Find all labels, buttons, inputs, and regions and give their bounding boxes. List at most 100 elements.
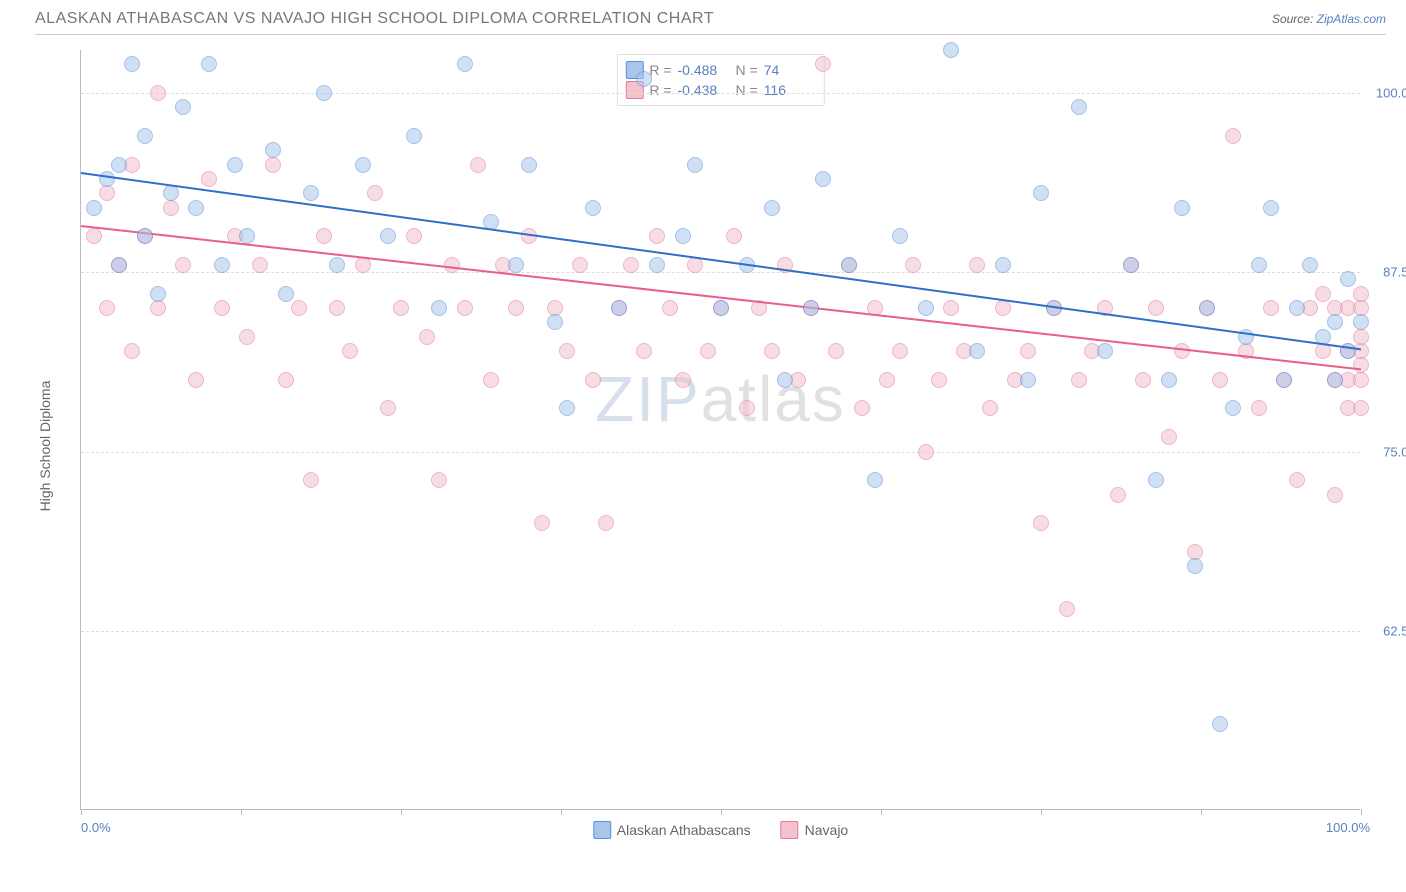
data-point — [623, 257, 639, 273]
data-point — [1263, 200, 1279, 216]
data-point — [521, 157, 537, 173]
data-point — [150, 286, 166, 302]
data-point — [1059, 601, 1075, 617]
data-point — [1161, 429, 1177, 445]
data-point — [137, 228, 153, 244]
source-attribution: Source: ZipAtlas.com — [1272, 12, 1386, 26]
data-point — [1110, 487, 1126, 503]
data-point — [380, 400, 396, 416]
data-point — [1327, 372, 1343, 388]
data-point — [649, 228, 665, 244]
n-label: N = — [736, 82, 758, 98]
gridline — [81, 272, 1360, 273]
data-point — [1033, 515, 1049, 531]
data-point — [1020, 372, 1036, 388]
data-point — [1353, 329, 1369, 345]
data-point — [406, 228, 422, 244]
data-point — [86, 228, 102, 244]
x-axis-min-label: 0.0% — [81, 820, 111, 835]
data-point — [175, 257, 191, 273]
data-point — [803, 300, 819, 316]
data-point — [777, 372, 793, 388]
data-point — [316, 85, 332, 101]
data-point — [111, 157, 127, 173]
data-point — [905, 257, 921, 273]
y-tick-label: 87.5% — [1383, 265, 1406, 280]
stats-row-series-0: R = -0.488 N = 74 — [625, 61, 815, 79]
data-point — [995, 300, 1011, 316]
data-point — [342, 343, 358, 359]
x-tick — [881, 809, 882, 815]
data-point — [815, 56, 831, 72]
data-point — [918, 300, 934, 316]
gridline — [81, 631, 1360, 632]
data-point — [367, 185, 383, 201]
data-point — [969, 257, 985, 273]
x-tick — [721, 809, 722, 815]
trend-line — [81, 225, 1361, 370]
data-point — [1276, 372, 1292, 388]
data-point — [214, 300, 230, 316]
data-point — [214, 257, 230, 273]
data-point — [278, 286, 294, 302]
data-point — [1071, 99, 1087, 115]
x-tick — [401, 809, 402, 815]
data-point — [175, 99, 191, 115]
r-label: R = — [649, 82, 671, 98]
data-point — [163, 200, 179, 216]
data-point — [1020, 343, 1036, 359]
data-point — [636, 343, 652, 359]
data-point — [380, 228, 396, 244]
data-point — [611, 300, 627, 316]
y-tick-label: 100.0% — [1376, 86, 1406, 101]
data-point — [828, 343, 844, 359]
x-tick — [1361, 809, 1362, 815]
data-point — [1353, 400, 1369, 416]
data-point — [457, 56, 473, 72]
data-point — [1340, 271, 1356, 287]
legend-item-0: Alaskan Athabascans — [593, 821, 751, 839]
data-point — [1225, 128, 1241, 144]
legend-swatch-0 — [593, 821, 611, 839]
data-point — [764, 200, 780, 216]
data-point — [419, 329, 435, 345]
data-point — [1135, 372, 1151, 388]
data-point — [508, 257, 524, 273]
data-point — [201, 171, 217, 187]
data-point — [393, 300, 409, 316]
data-point — [687, 157, 703, 173]
data-point — [124, 343, 140, 359]
data-point — [239, 329, 255, 345]
watermark-part2: atlas — [701, 363, 846, 435]
data-point — [1353, 314, 1369, 330]
data-point — [1327, 314, 1343, 330]
source-link[interactable]: ZipAtlas.com — [1317, 12, 1386, 26]
data-point — [1148, 472, 1164, 488]
chart-title: ALASKAN ATHABASCAN VS NAVAJO HIGH SCHOOL… — [35, 10, 714, 28]
data-point — [188, 200, 204, 216]
data-point — [547, 314, 563, 330]
data-point — [892, 343, 908, 359]
data-point — [1302, 257, 1318, 273]
data-point — [163, 185, 179, 201]
y-axis-title: High School Diploma — [37, 381, 53, 512]
data-point — [1263, 300, 1279, 316]
data-point — [1199, 300, 1215, 316]
watermark: ZIPatlas — [595, 362, 846, 436]
data-point — [1097, 343, 1113, 359]
data-point — [99, 185, 115, 201]
data-point — [879, 372, 895, 388]
legend-label-1: Navajo — [805, 822, 849, 838]
data-point — [918, 444, 934, 460]
data-point — [585, 200, 601, 216]
source-prefix: Source: — [1272, 12, 1317, 26]
data-point — [99, 300, 115, 316]
data-point — [572, 257, 588, 273]
data-point — [1161, 372, 1177, 388]
data-point — [1315, 286, 1331, 302]
legend: Alaskan Athabascans Navajo — [593, 821, 848, 839]
data-point — [406, 128, 422, 144]
data-point — [329, 257, 345, 273]
legend-swatch-1 — [781, 821, 799, 839]
legend-item-1: Navajo — [781, 821, 849, 839]
